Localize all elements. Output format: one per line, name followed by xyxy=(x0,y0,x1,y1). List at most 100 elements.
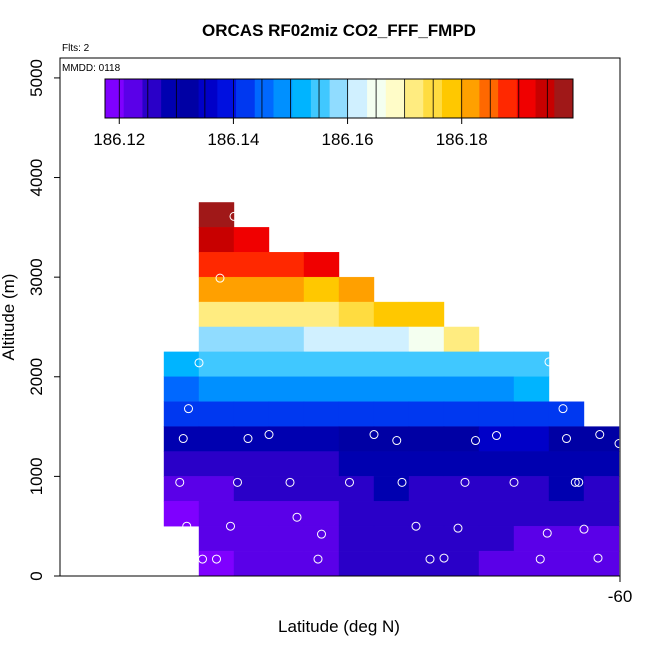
heatmap-cell xyxy=(513,501,550,527)
heatmap-cell xyxy=(373,451,410,477)
heatmap-cell xyxy=(163,501,200,527)
heatmap-cell xyxy=(233,376,270,402)
colorbar-tick-label: 186.16 xyxy=(322,130,374,149)
flight-point xyxy=(579,524,589,534)
flight-point xyxy=(292,512,302,522)
colorbar-swatch xyxy=(441,79,462,118)
heatmap-cell xyxy=(233,476,270,502)
flight-point xyxy=(425,554,435,564)
heatmap-cell xyxy=(338,301,375,328)
heatmap-cells xyxy=(163,202,620,576)
heatmap-cell xyxy=(478,525,515,552)
heatmap-cell xyxy=(198,351,235,377)
heatmap-cell xyxy=(303,276,340,303)
heatmap-cell xyxy=(338,550,375,576)
heatmap-cell xyxy=(443,351,480,377)
colorbar-swatch xyxy=(310,79,331,118)
heatmap-cell xyxy=(443,326,480,353)
heatmap-cell xyxy=(443,451,480,477)
flight-point xyxy=(243,434,253,444)
heatmap-cell xyxy=(198,202,235,228)
heatmap-cell xyxy=(513,426,550,452)
flight-point xyxy=(509,477,519,487)
flight-point xyxy=(194,358,204,368)
flight-point xyxy=(558,404,568,414)
colorbar-swatch xyxy=(292,79,312,118)
heatmap-cell xyxy=(513,476,550,502)
heatmap-cell xyxy=(303,351,340,377)
heatmap-cell xyxy=(513,451,550,477)
chart-title: ORCAS RF02miz CO2_FFF_FMPD xyxy=(202,21,476,40)
heatmap-cell xyxy=(548,401,585,427)
heatmap-cell xyxy=(303,550,340,576)
heatmap-cell xyxy=(268,301,305,328)
colorbar-swatch xyxy=(142,79,162,118)
colorbar-swatch xyxy=(198,79,218,118)
heatmap-cell xyxy=(233,276,270,303)
y-tick-label: 1000 xyxy=(27,457,46,495)
heatmap-cell xyxy=(443,426,480,452)
heatmap-cell xyxy=(303,301,340,328)
date-label: MMDD: 0118 xyxy=(62,63,121,74)
heatmap-cell xyxy=(513,525,550,552)
heatmap-cell xyxy=(198,501,235,527)
y-tick-label: 2000 xyxy=(27,358,46,396)
heatmap-cell xyxy=(408,326,445,353)
heatmap-cell xyxy=(583,426,620,452)
heatmap-cell xyxy=(338,501,375,527)
heatmap-cell xyxy=(478,550,515,576)
heatmap-cell xyxy=(233,525,270,552)
colorbar-swatch xyxy=(179,79,200,118)
heatmap-cell xyxy=(163,401,200,427)
flight-point xyxy=(184,404,193,414)
colorbar-swatch xyxy=(329,79,349,118)
colorbar-swatch xyxy=(385,79,406,118)
heatmap-cell xyxy=(198,426,235,452)
heatmap-cell xyxy=(583,501,620,527)
flight-point xyxy=(233,477,242,487)
heatmap-cell xyxy=(548,451,585,477)
colorbar-tick-label: 186.18 xyxy=(436,130,488,149)
heatmap-cell xyxy=(373,525,410,552)
flight-point xyxy=(198,554,207,564)
flights-label: Flts: 2 xyxy=(62,43,90,54)
heatmap-cell xyxy=(303,476,340,502)
x-axis: -60 xyxy=(608,576,632,606)
colorbar xyxy=(104,78,574,119)
colorbar-swatch xyxy=(516,79,537,118)
heatmap-cell xyxy=(408,550,445,576)
colorbar-tick-label: 186.14 xyxy=(207,130,259,149)
heatmap-cell xyxy=(373,351,410,377)
flight-point xyxy=(215,273,225,283)
heatmap-cell xyxy=(303,451,340,477)
plot-frame xyxy=(59,57,621,577)
heatmap-cell xyxy=(373,376,410,402)
heatmap-cell xyxy=(338,276,375,303)
flight-point xyxy=(212,554,221,564)
heatmap-cell xyxy=(408,426,445,452)
heatmap-cell xyxy=(198,252,235,278)
flight-point xyxy=(471,436,480,446)
heatmap-cell xyxy=(303,252,340,278)
heatmap-cell xyxy=(163,476,200,502)
heatmap-cell xyxy=(338,351,375,377)
heatmap-cell xyxy=(583,525,620,552)
heatmap-cell xyxy=(268,351,305,377)
heatmap-cell xyxy=(233,351,270,377)
heatmap-cell xyxy=(548,476,585,502)
heatmap-cell xyxy=(548,501,585,527)
heatmap-cell xyxy=(303,401,340,427)
heatmap-cell xyxy=(268,426,305,452)
heatmap-cell xyxy=(443,401,480,427)
heatmap-cell xyxy=(233,326,270,353)
heatmap-cell xyxy=(198,276,235,303)
heatmap-cell xyxy=(268,525,305,552)
heatmap-cell xyxy=(198,376,235,402)
heatmap-cell xyxy=(373,426,410,452)
heatmap-cell xyxy=(268,326,305,353)
y-axis-label: Altitude (m) xyxy=(0,274,18,361)
flight-point xyxy=(226,521,235,531)
heatmap-cell xyxy=(303,326,340,353)
colorbar-swatch xyxy=(236,79,256,118)
heatmap-cell xyxy=(408,476,445,502)
